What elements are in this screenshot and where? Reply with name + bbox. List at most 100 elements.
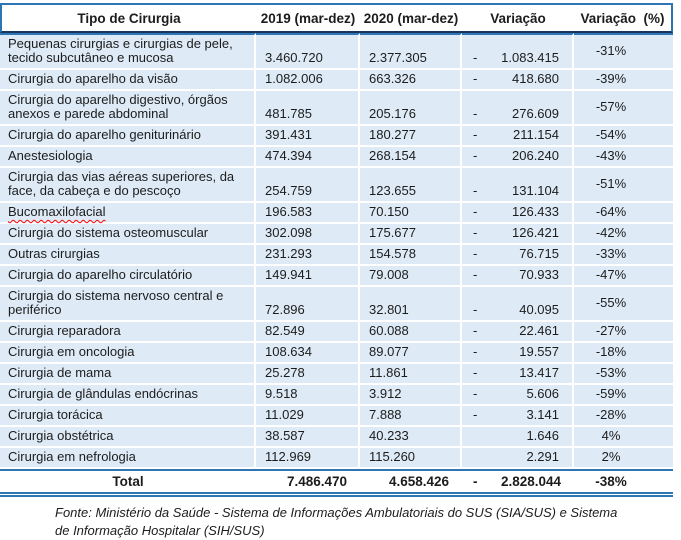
table-row: Cirurgia do sistema osteomuscular 302.098… [0,224,673,245]
table-row: Outras cirurgias 231.293 154.578- 76.715 -33… [0,245,673,266]
cell-2020-value: 89.077 [360,343,462,364]
table-row: Cirurgia torácica 11.029 7.888- 3.141 -28% [0,406,673,427]
variacao-number: 1.646 [526,428,559,443]
cell-variacao-value: - 1.083.415 [462,33,574,70]
cell-variacao-pct: -57% [574,91,673,126]
source-note-line1: Fonte: Ministério da Saúde - Sistema de … [55,505,618,520]
cell-variacao-pct: -28% [574,406,673,427]
variacao-number: 76.715 [519,246,559,261]
minus-sign: - [473,323,478,338]
cell-2020-value: 40.233 [360,427,462,448]
cell-cirurgia-name: Cirurgia em oncologia [0,343,256,364]
header-variacao-pct: Variação (%) [574,3,673,33]
minus-sign: - [473,50,478,65]
cell-variacao-value: - 131.104 [462,168,574,203]
cell-variacao-value: 1.646 [462,427,574,448]
cell-2019-value: 474.394 [256,147,360,168]
cell-2019-value: 391.431 [256,126,360,147]
cell-2019-value: 3.460.720 [256,33,360,70]
table-header: Tipo de Cirurgia 2019 (mar-dez) 2020 (ma… [0,3,673,33]
header-2019: 2019 (mar-dez) [256,3,360,33]
cell-variacao-pct: -47% [574,266,673,287]
cell-2020-value: 123.655 [360,168,462,203]
cell-2019-value: 112.969 [256,448,360,469]
cell-variacao-pct: -51% [574,168,673,203]
cell-variacao-value: - 70.933 [462,266,574,287]
table-body: Pequenas cirurgias e cirurgias de pele, … [0,33,673,469]
cell-2020-value: 663.326 [360,70,462,91]
table-row: Cirurgia das vias aéreas superiores, da … [0,168,673,203]
variacao-number: 1.083.415 [501,50,559,65]
total-row: Total 7.486.470 4.658.426 - 2.828.044 -3… [0,469,673,497]
cell-cirurgia-name: Cirurgia obstétrica [0,427,256,448]
cell-variacao-value: - 276.609 [462,91,574,126]
cirurgia-name-text: Cirurgia do aparelho da visão [8,71,178,86]
table-row: Cirurgia do aparelho circulatório 149.941… [0,266,673,287]
cell-2020-value: 205.176 [360,91,462,126]
minus-sign: - [473,407,478,422]
minus-sign: - [473,246,478,261]
total-2020: 4.658.426 [360,469,462,497]
cell-cirurgia-name: Cirurgia de glândulas endócrinas [0,385,256,406]
cirurgia-name-text: Bucomaxilofacial [8,204,106,219]
variacao-number: 5.606 [526,386,559,401]
cirurgia-name-text: Cirurgia das vias aéreas superiores, da … [8,169,235,198]
variacao-number: 13.417 [519,365,559,380]
cirurgia-name-text: Cirurgia de glândulas endócrinas [8,386,199,401]
surgery-statistics-table: Tipo de Cirurgia 2019 (mar-dez) 2020 (ma… [0,3,673,497]
cell-variacao-value: - 126.433 [462,203,574,224]
cell-variacao-value: - 40.095 [462,287,574,322]
cell-cirurgia-name: Cirurgia do aparelho circulatório [0,266,256,287]
cell-variacao-pct: -64% [574,203,673,224]
cell-2020-value: 11.861 [360,364,462,385]
cirurgia-name-text: Cirurgia do aparelho digestivo, órgãos a… [8,92,228,121]
cell-2020-value: 115.260 [360,448,462,469]
cell-2019-value: 1.082.006 [256,70,360,91]
cell-cirurgia-name: Cirurgia do aparelho digestivo, órgãos a… [0,91,256,126]
minus-sign: - [473,386,478,401]
cell-variacao-pct: -54% [574,126,673,147]
variacao-number: 418.680 [512,71,559,86]
cell-cirurgia-name: Pequenas cirurgias e cirurgias de pele, … [0,33,256,70]
cell-variacao-value: - 206.240 [462,147,574,168]
table-footer: Total 7.486.470 4.658.426 - 2.828.044 -3… [0,469,673,497]
minus-sign: - [473,71,478,86]
cell-2020-value: 32.801 [360,287,462,322]
cell-2020-value: 3.912 [360,385,462,406]
table-row: Cirurgia do aparelho geniturinário 391.43… [0,126,673,147]
variacao-number: 19.557 [519,344,559,359]
cell-variacao-value: - 418.680 [462,70,574,91]
cell-variacao-pct: -18% [574,343,673,364]
table-row: Cirurgia em oncologia 108.634 89.077- 19.55… [0,343,673,364]
cell-2019-value: 82.549 [256,322,360,343]
header-row: Tipo de Cirurgia 2019 (mar-dez) 2020 (ma… [0,3,673,33]
cell-2019-value: 72.896 [256,287,360,322]
cirurgia-name-text: Cirurgia do sistema osteomuscular [8,225,209,240]
cell-variacao-value: - 13.417 [462,364,574,385]
cell-cirurgia-name: Bucomaxilofacial [0,203,256,224]
cell-2020-value: 175.677 [360,224,462,245]
total-variacao-value: 2.828.044 [500,474,561,489]
cell-2019-value: 481.785 [256,91,360,126]
variacao-number: 70.933 [519,267,559,282]
cirurgia-name-text: Cirurgia do aparelho circulatório [8,267,193,282]
cell-variacao-pct: -42% [574,224,673,245]
cell-cirurgia-name: Cirurgia reparadora [0,322,256,343]
table-row: Bucomaxilofacial 196.583 70.150- 126.433 -64… [0,203,673,224]
cell-2020-value: 2.377.305 [360,33,462,70]
cell-cirurgia-name: Outras cirurgias [0,245,256,266]
cell-variacao-pct: -59% [574,385,673,406]
cell-variacao-value: - 19.557 [462,343,574,364]
cell-variacao-value: 2.291 [462,448,574,469]
variacao-number: 2.291 [526,449,559,464]
variacao-number: 211.154 [512,127,559,142]
cell-2020-value: 180.277 [360,126,462,147]
minus-sign: - [473,225,478,240]
minus-sign: - [473,474,478,489]
cirurgia-name-text: Cirurgia obstétrica [8,428,114,443]
cirurgia-name-text: Cirurgia do sistema nervoso central e pe… [8,288,224,317]
cell-2019-value: 231.293 [256,245,360,266]
cell-variacao-pct: -31% [574,33,673,70]
cell-cirurgia-name: Cirurgia em nefrologia [0,448,256,469]
